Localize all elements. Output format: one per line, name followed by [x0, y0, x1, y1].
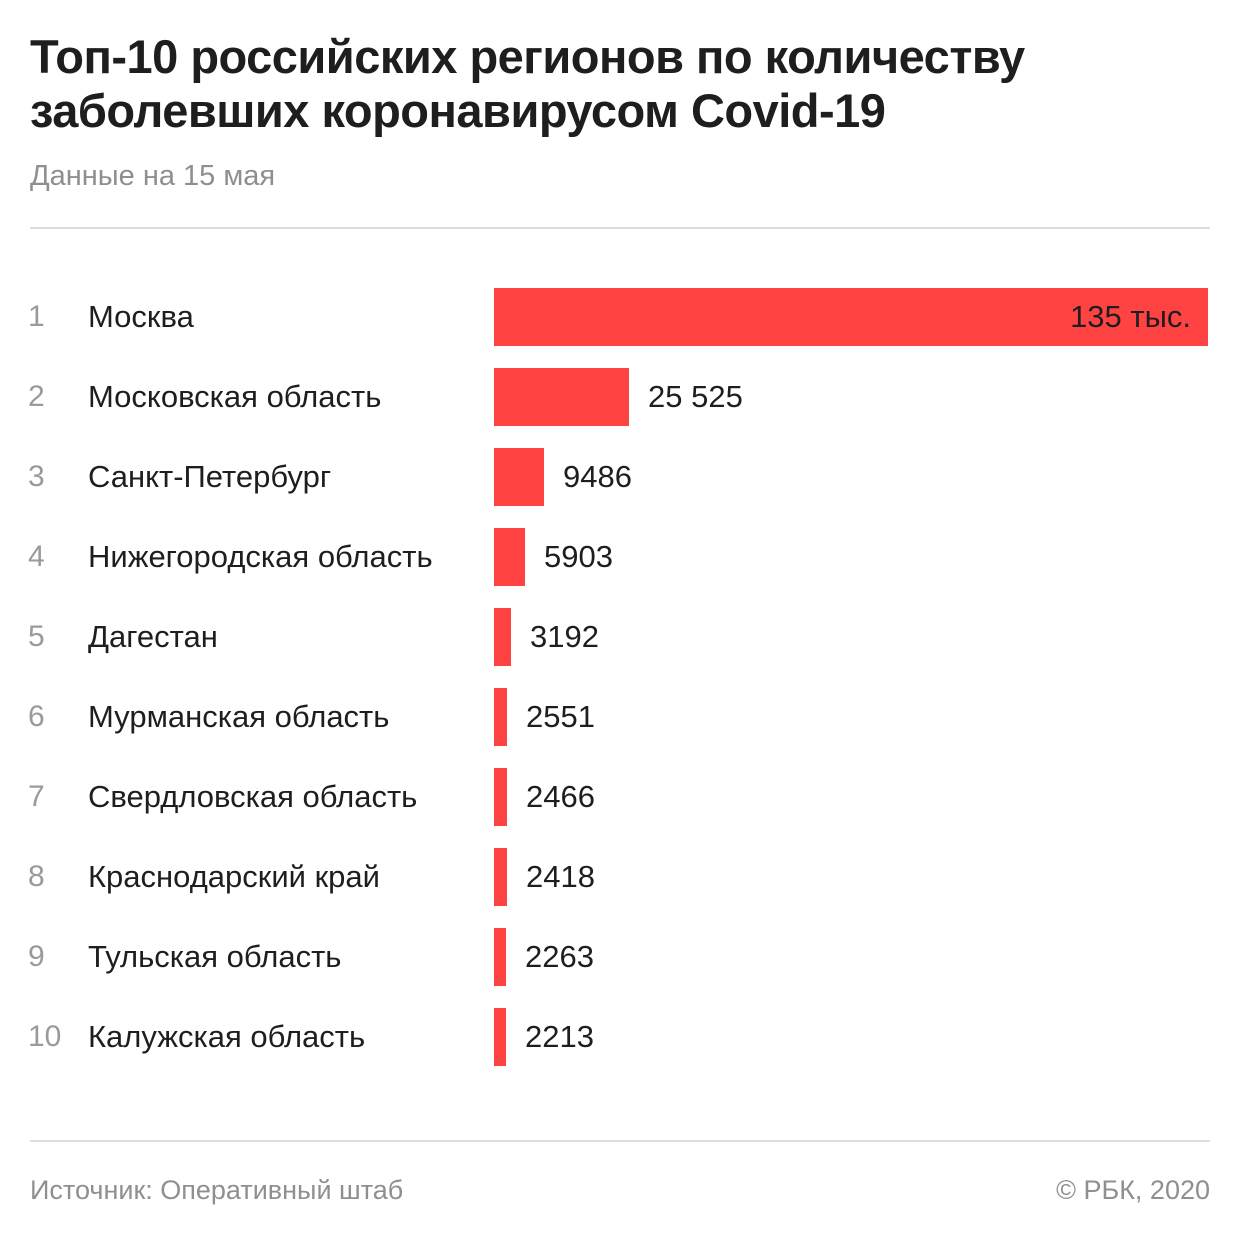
- bar-row: 3 Санкт-Петербург 9486: [0, 448, 1240, 506]
- bar: [494, 288, 1208, 346]
- bar: [494, 448, 544, 506]
- bar: [494, 1008, 506, 1066]
- bar: [494, 688, 507, 746]
- copyright-note: © РБК, 2020: [1056, 1175, 1210, 1205]
- value-label: 2418: [526, 859, 595, 894]
- rank-label: 3: [28, 460, 45, 493]
- chart-title: Топ-10 российских регионов по количеству…: [30, 30, 1025, 137]
- rank-label: 1: [28, 300, 45, 333]
- bar-row: 8 Краснодарский край 2418: [0, 848, 1240, 906]
- bar-row: 10 Калужская область 2213: [0, 1008, 1240, 1066]
- rank-label: 8: [28, 860, 45, 893]
- rank-label: 6: [28, 700, 45, 733]
- rank-label: 9: [28, 940, 45, 973]
- category-label: Мурманская область: [88, 699, 390, 734]
- bar: [494, 848, 507, 906]
- category-label: Москва: [88, 299, 194, 334]
- category-label: Тульская область: [88, 939, 342, 974]
- category-label: Калужская область: [88, 1019, 366, 1054]
- rank-label: 5: [28, 620, 45, 653]
- bar: [494, 368, 629, 426]
- bottom-divider: [30, 1140, 1210, 1142]
- bar: [494, 528, 525, 586]
- bar-row: 9 Тульская область 2263: [0, 928, 1240, 986]
- value-label: 2263: [525, 939, 594, 974]
- rank-label: 10: [28, 1020, 62, 1053]
- bar: [494, 768, 507, 826]
- category-label: Санкт-Петербург: [88, 459, 332, 494]
- bar-row: 1 Москва 135 тыс.: [0, 288, 1240, 346]
- rank-label: 4: [28, 540, 45, 573]
- value-label: 2213: [525, 1019, 594, 1054]
- value-label: 5903: [544, 539, 613, 574]
- category-label: Краснодарский край: [88, 859, 380, 894]
- value-label: 9486: [563, 459, 632, 494]
- top-divider: [30, 227, 1210, 229]
- category-label: Дагестан: [88, 619, 218, 654]
- chart-subtitle: Данные на 15 мая: [30, 160, 276, 192]
- value-label: 135 тыс.: [1070, 299, 1191, 334]
- value-label: 3192: [530, 619, 599, 654]
- value-label: 25 525: [648, 379, 743, 414]
- bar-row: 6 Мурманская область 2551: [0, 688, 1240, 746]
- rank-label: 2: [28, 380, 45, 413]
- bar: [494, 608, 511, 666]
- bar-row: 7 Свердловская область 2466: [0, 768, 1240, 826]
- rank-label: 7: [28, 780, 45, 813]
- source-note: Источник: Оперативный штаб: [30, 1175, 404, 1205]
- bar-row: 4 Нижегородская область 5903: [0, 528, 1240, 586]
- category-label: Нижегородская область: [88, 539, 433, 574]
- bar: [494, 928, 506, 986]
- bar-row: 2 Московская область 25 525: [0, 368, 1240, 426]
- category-label: Московская область: [88, 379, 382, 414]
- bar-row: 5 Дагестан 3192: [0, 608, 1240, 666]
- category-label: Свердловская область: [88, 779, 418, 814]
- value-label: 2466: [526, 779, 595, 814]
- value-label: 2551: [526, 699, 595, 734]
